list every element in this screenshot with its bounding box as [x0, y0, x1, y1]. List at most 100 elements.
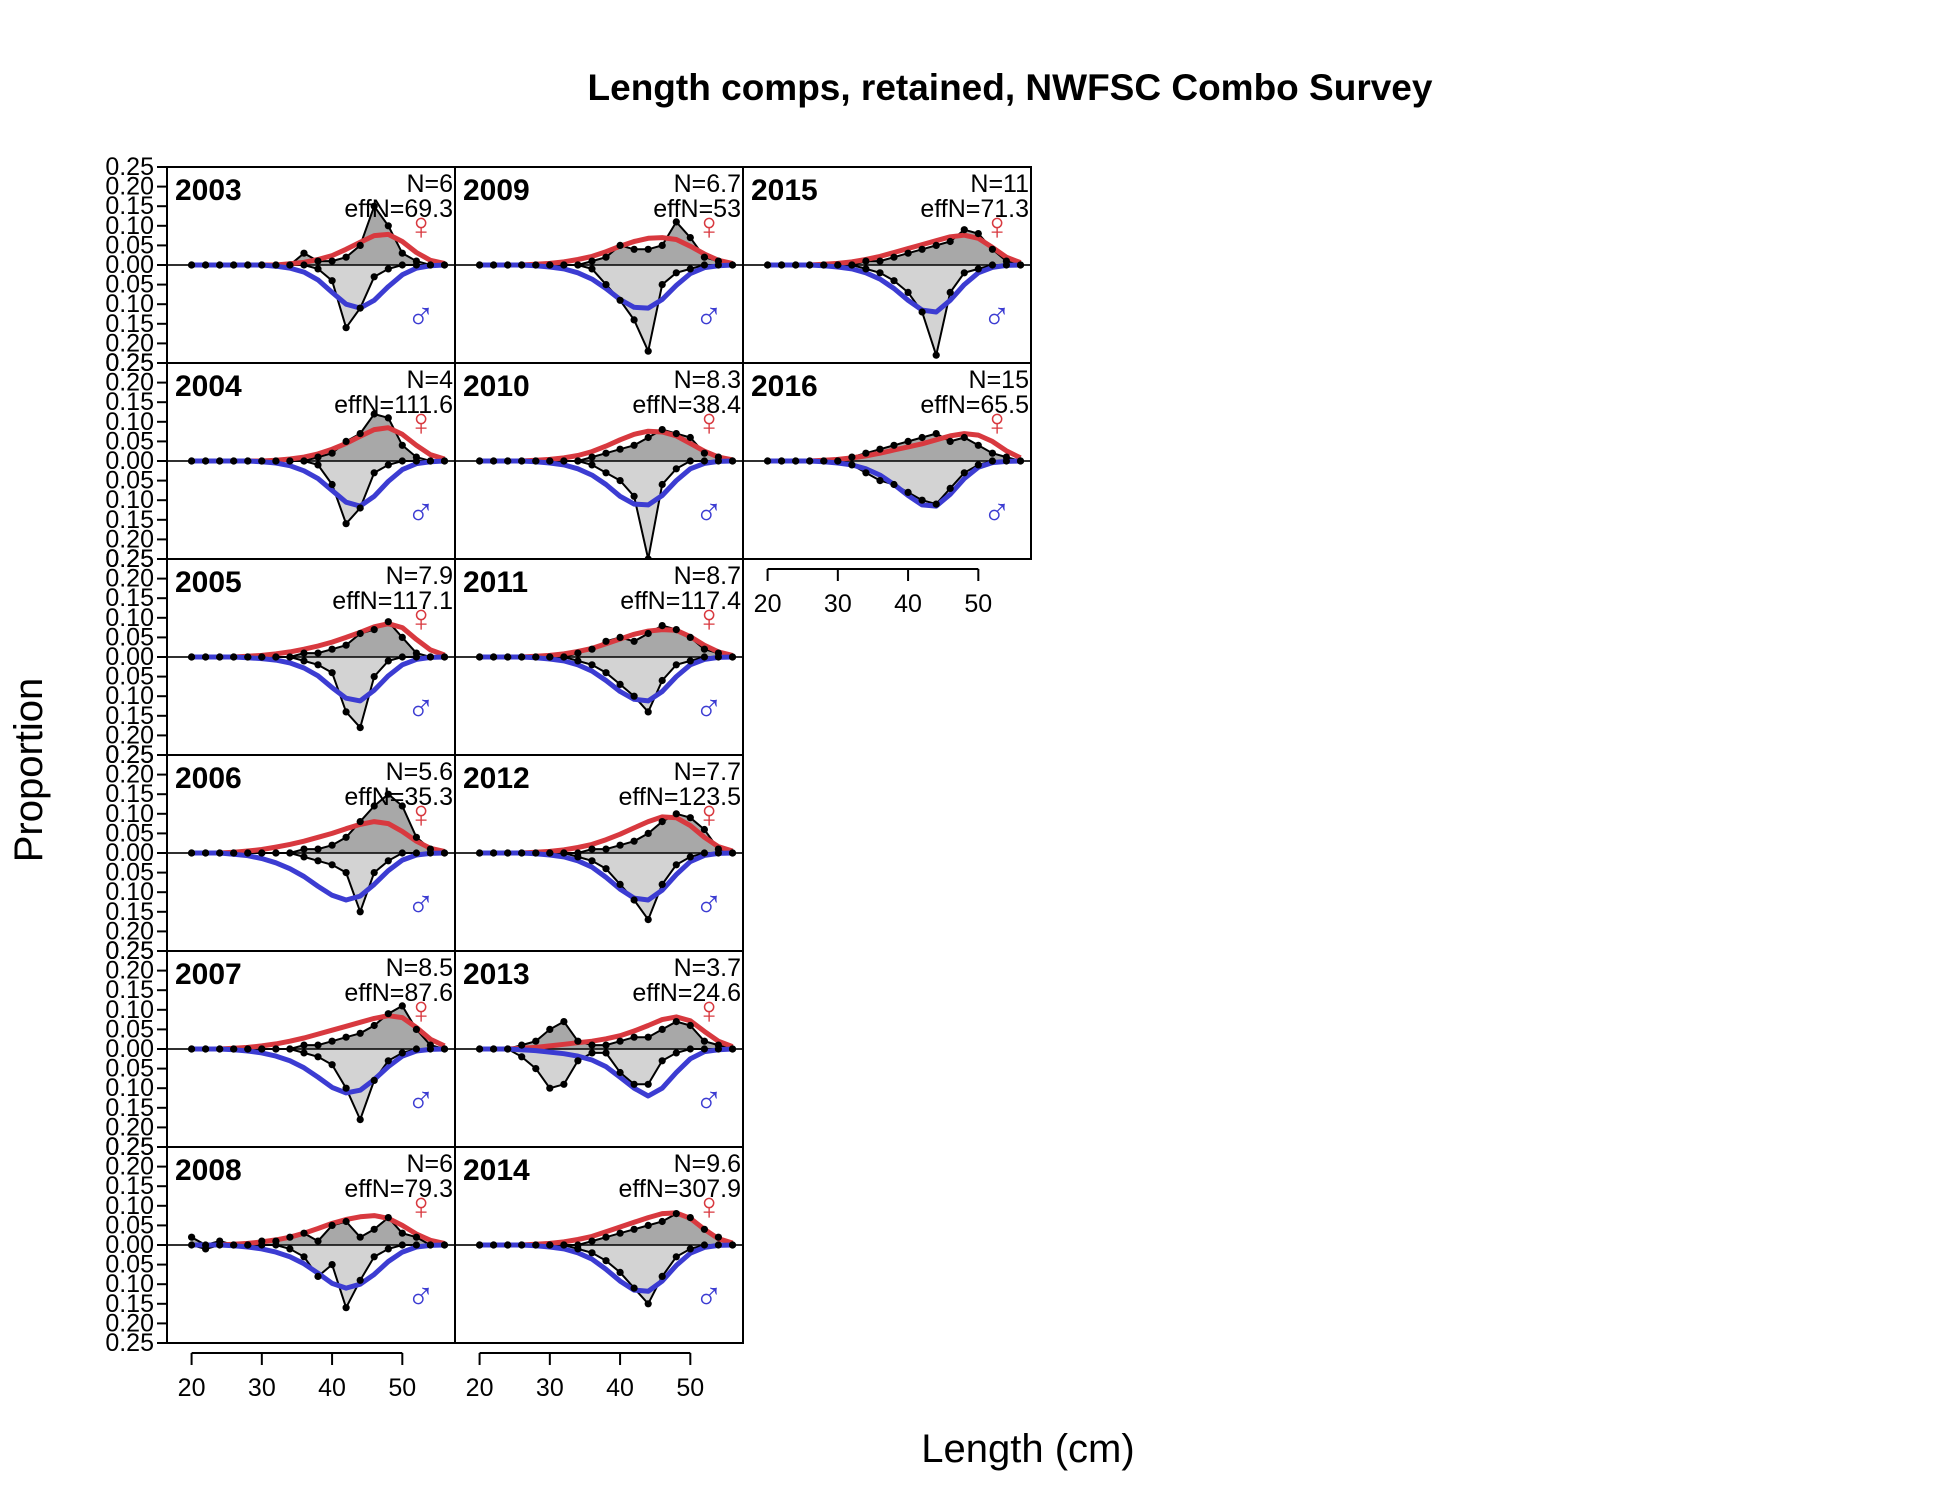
- observed-male-point: [602, 865, 610, 873]
- observed-male-point: [504, 849, 512, 857]
- observed-male-point: [862, 469, 870, 477]
- observed-female-point: [658, 622, 666, 630]
- observed-male-point: [216, 261, 224, 269]
- observed-male-point: [700, 1045, 708, 1053]
- y-tick-label: 0.05: [105, 663, 154, 691]
- panel-data-2015: [743, 226, 1031, 359]
- observed-female-point: [672, 430, 680, 438]
- observed-male-point: [476, 1045, 484, 1053]
- observed-male-point: [1002, 261, 1010, 269]
- observed-male-point: [848, 261, 856, 269]
- y-tick-label: 0.15: [105, 192, 154, 220]
- panel-data-2009: [455, 218, 743, 355]
- observed-male-point: [778, 457, 786, 465]
- observed-male-point: [686, 265, 694, 273]
- observed-male-point: [216, 1241, 224, 1249]
- chart-title: Length comps, retained, NWFSC Combo Surv…: [588, 67, 1433, 108]
- observed-female-point: [616, 241, 624, 249]
- observed-male-point: [714, 1241, 722, 1249]
- y-tick-label: 0.20: [105, 957, 154, 985]
- observed-male-point: [630, 1284, 638, 1292]
- observed-female-area: [191, 621, 445, 657]
- observed-female-point: [370, 802, 378, 810]
- panel-n-label: N=6.7: [674, 170, 741, 198]
- panel-data-2012: [455, 810, 743, 924]
- observed-male-area: [479, 657, 733, 712]
- observed-male-point: [728, 1045, 737, 1053]
- observed-male-point: [244, 261, 252, 269]
- y-tick-label: 0.25: [105, 545, 154, 573]
- observed-male-point: [440, 457, 449, 465]
- female-symbol-icon: ♀: [407, 402, 436, 444]
- observed-female-point: [412, 833, 420, 841]
- x-tick-label: 40: [318, 1374, 346, 1402]
- panel-2005: 2005 N=7.9effN=117.1♀♂0.250.200.150.100.0…: [105, 545, 456, 769]
- observed-female-point: [644, 1221, 652, 1229]
- panel-n-label: N=15: [969, 366, 1029, 394]
- y-tick-label: 0.05: [105, 1211, 154, 1239]
- observed-female-point: [314, 1041, 322, 1049]
- male-symbol-icon: ♂: [407, 1276, 436, 1318]
- observed-male-point: [412, 653, 420, 661]
- observed-male-point: [490, 1045, 498, 1053]
- observed-female-point: [616, 841, 624, 849]
- observed-male-point: [258, 1045, 266, 1053]
- panel-2004: 2004 N=4effN=111.6♀♂0.250.200.150.100.050…: [105, 349, 456, 573]
- observed-male-point: [272, 261, 280, 269]
- observed-female-point: [890, 441, 898, 449]
- observed-male-point: [370, 273, 378, 281]
- y-tick-label: 0.25: [105, 741, 154, 769]
- panel-year-label: 2006: [175, 762, 242, 795]
- x-tick-label: 50: [676, 1374, 704, 1402]
- observed-female-point: [700, 449, 708, 457]
- observed-male-point: [728, 653, 737, 661]
- panel-n-label: N=5.6: [386, 758, 453, 786]
- observed-male-point: [644, 708, 652, 716]
- observed-male-point: [188, 849, 196, 857]
- observed-male-point: [244, 1045, 252, 1053]
- observed-male-point: [876, 269, 884, 277]
- y-tick-label: 0.20: [105, 1113, 154, 1141]
- observed-male-point: [412, 457, 420, 465]
- female-symbol-icon: ♀: [695, 402, 724, 444]
- observed-male-point: [658, 676, 666, 685]
- observed-female-point: [658, 1217, 666, 1226]
- male-symbol-icon: ♂: [407, 296, 436, 338]
- observed-male-point: [714, 849, 722, 857]
- observed-male-point: [806, 261, 814, 269]
- observed-female-point: [588, 1041, 596, 1049]
- observed-female-point: [560, 1018, 568, 1026]
- observed-male-point: [630, 316, 638, 324]
- observed-female-point: [700, 1225, 708, 1233]
- observed-female-point: [974, 441, 982, 449]
- panel-2008: 2008 N=6effN=79.3♀♂0.250.200.150.100.050.…: [105, 1133, 456, 1402]
- observed-male-point: [644, 347, 652, 355]
- y-tick-label: 0.20: [105, 525, 154, 553]
- panel-n-label: N=7.9: [386, 562, 453, 590]
- observed-female-point: [644, 1033, 652, 1041]
- observed-male-point: [518, 1241, 526, 1249]
- observed-male-point: [356, 1116, 364, 1124]
- y-tick-label: 0.05: [105, 427, 154, 455]
- observed-male-point: [440, 849, 449, 857]
- y-tick-label: 0.20: [105, 917, 154, 945]
- observed-male-point: [918, 308, 926, 316]
- observed-female-point: [342, 641, 350, 649]
- observed-male-point: [398, 261, 406, 269]
- y-tick-label: 0.20: [105, 565, 154, 593]
- observed-male-point: [216, 1045, 224, 1053]
- observed-male-point: [616, 477, 624, 485]
- observed-female-point: [700, 1037, 708, 1045]
- y-tick-label: 0.25: [105, 1133, 154, 1161]
- observed-male-point: [398, 653, 406, 661]
- panel-n-label: N=7.7: [674, 758, 741, 786]
- observed-male-point: [384, 657, 392, 665]
- observed-male-point: [588, 265, 596, 273]
- observed-male-point: [202, 1045, 210, 1053]
- observed-male-point: [616, 880, 624, 888]
- observed-male-point: [574, 657, 582, 665]
- panel-effn-label: effN=71.3: [920, 195, 1029, 223]
